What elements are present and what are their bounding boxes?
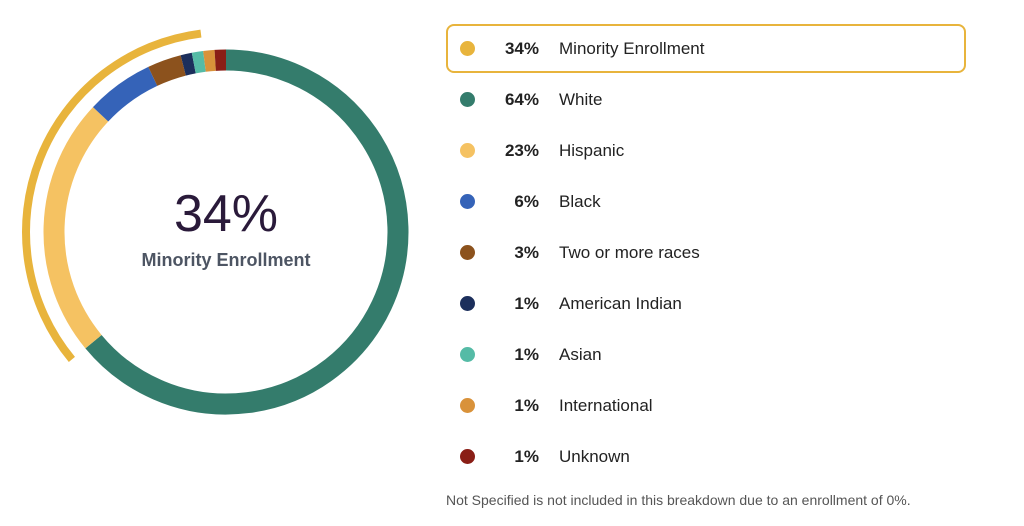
slice-white[interactable] xyxy=(85,49,409,415)
legend-label: Hispanic xyxy=(559,140,625,160)
legend-dot-icon xyxy=(460,296,475,311)
center-label: Minority Enrollment xyxy=(141,250,311,270)
legend-dot-icon xyxy=(460,194,475,209)
slice-international[interactable] xyxy=(203,49,216,72)
legend-label: American Indian xyxy=(559,293,682,313)
legend-value: 64% xyxy=(504,89,539,109)
legend-item-minority-enrollment[interactable]: 34% Minority Enrollment xyxy=(446,24,966,73)
footnote: Not Specified is not included in this br… xyxy=(446,492,911,508)
legend-item-black[interactable]: 6% Black xyxy=(446,177,966,226)
legend-item-asian[interactable]: 1% Asian xyxy=(446,330,966,379)
legend-item-unknown[interactable]: 1% Unknown xyxy=(446,432,966,481)
legend-label: International xyxy=(559,395,653,415)
legend-value: 1% xyxy=(514,446,539,466)
legend-item-hispanic[interactable]: 23% Hispanic xyxy=(446,126,966,175)
legend-dot-icon xyxy=(460,245,475,260)
legend-value: 3% xyxy=(514,242,539,262)
legend: 34% Minority Enrollment 64% White 23% Hi… xyxy=(446,24,966,483)
slice-two-or-more-races[interactable] xyxy=(148,55,187,86)
legend-item-international[interactable]: 1% International xyxy=(446,381,966,430)
legend-value: 1% xyxy=(514,395,539,415)
legend-label: Two or more races xyxy=(559,242,700,262)
legend-label: Asian xyxy=(559,344,602,364)
slice-black[interactable] xyxy=(92,66,158,122)
legend-value: 1% xyxy=(514,293,539,313)
legend-value: 1% xyxy=(514,344,539,364)
legend-label: Unknown xyxy=(559,446,630,466)
legend-dot-icon xyxy=(460,398,475,413)
legend-dot-icon xyxy=(460,347,475,362)
legend-dot-icon xyxy=(460,41,475,56)
legend-item-american-indian[interactable]: 1% American Indian xyxy=(446,279,966,328)
legend-dot-icon xyxy=(460,92,475,107)
legend-value: 23% xyxy=(504,140,539,160)
slice-hispanic[interactable] xyxy=(43,107,109,349)
legend-item-two-or-more-races[interactable]: 3% Two or more races xyxy=(446,228,966,277)
slice-american-indian[interactable] xyxy=(180,52,196,76)
legend-value: 34% xyxy=(504,38,539,58)
legend-dot-icon xyxy=(460,143,475,158)
legend-label: Black xyxy=(559,191,601,211)
legend-label: White xyxy=(559,89,603,109)
donut-center: 34% Minority Enrollment xyxy=(96,186,356,271)
legend-item-white[interactable]: 64% White xyxy=(446,75,966,124)
legend-dot-icon xyxy=(460,449,475,464)
highlight-arc-minority-enrollment[interactable] xyxy=(22,29,202,363)
legend-label: Minority Enrollment xyxy=(559,38,705,58)
center-value: 34% xyxy=(173,185,279,243)
slice-asian[interactable] xyxy=(191,50,206,74)
donut-chart xyxy=(22,29,409,415)
legend-value: 6% xyxy=(514,191,539,211)
